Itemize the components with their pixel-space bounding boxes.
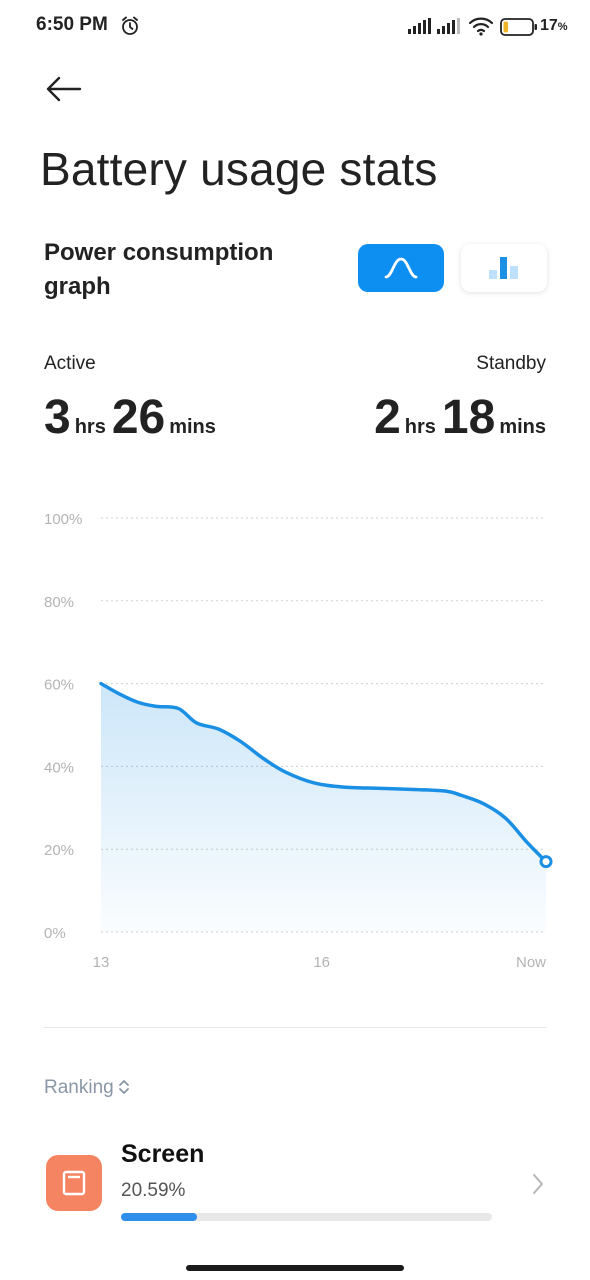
- x-tick-label: Now: [516, 954, 546, 971]
- page-title: Battery usage stats: [40, 143, 438, 195]
- bar-graph-toggle[interactable]: [461, 244, 547, 292]
- status-time: 6:50 PM: [36, 14, 108, 35]
- x-tick-label: 16: [313, 954, 330, 971]
- alarm-icon: [120, 16, 140, 41]
- y-tick-label: 40%: [44, 759, 74, 776]
- x-tick-label: 13: [93, 954, 110, 971]
- y-tick-label: 80%: [44, 594, 74, 611]
- y-tick-label: 60%: [44, 677, 74, 694]
- line-curve-icon: [384, 257, 418, 279]
- sort-chevrons-icon: [118, 1080, 129, 1094]
- power-consumption-chart: 100% 80% 60% 40% 20% 0% 13 16 Now: [44, 511, 553, 971]
- y-tick-label: 20%: [44, 842, 74, 859]
- line-graph-toggle[interactable]: [358, 244, 444, 292]
- series-area: [101, 683, 546, 932]
- wifi-icon: [468, 16, 494, 41]
- usage-progress-bar: [121, 1213, 492, 1221]
- standby-duration: 2 hrs 18 mins: [374, 391, 546, 444]
- standby-label: Standby: [476, 353, 546, 374]
- screen-icon: [46, 1155, 102, 1211]
- signal-icon: [437, 18, 461, 39]
- y-tick-label: 0%: [44, 925, 66, 942]
- chevron-right-icon[interactable]: [530, 1172, 546, 1201]
- section-title: Power consumption graph: [44, 239, 274, 300]
- battery-percentage: 17%: [540, 17, 568, 34]
- signal-icon: [408, 18, 432, 39]
- battery-icon: [500, 18, 538, 41]
- ranking-item-percent: 20.59%: [121, 1180, 186, 1201]
- active-label: Active: [44, 353, 96, 374]
- ranking-sort-button[interactable]: Ranking: [44, 1077, 130, 1099]
- usage-progress-fill: [121, 1213, 198, 1221]
- series-line: [99, 681, 548, 864]
- y-tick-label: 100%: [44, 511, 82, 528]
- active-duration: 3 hrs 26 mins: [44, 391, 216, 444]
- divider: [44, 1027, 546, 1028]
- current-point-marker: [539, 855, 553, 869]
- home-indicator[interactable]: [186, 1265, 404, 1271]
- back-arrow-icon[interactable]: [44, 72, 84, 106]
- bar-chart-icon: [489, 257, 518, 279]
- ranking-item-name[interactable]: Screen: [121, 1140, 205, 1168]
